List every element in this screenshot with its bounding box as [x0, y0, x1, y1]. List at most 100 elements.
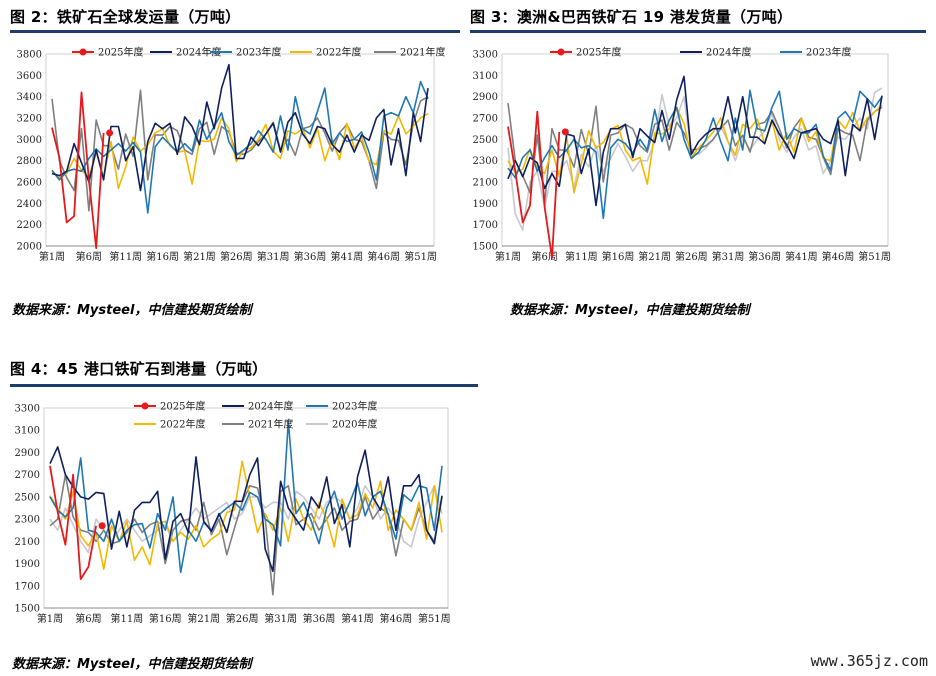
x-tick-label: 第36周: [294, 250, 327, 263]
legend-label: 2020年度: [332, 418, 377, 431]
x-tick-label: 第46周: [822, 250, 855, 263]
figure-4-title-rule: [10, 384, 478, 387]
series-line-2025年度: [507, 110, 561, 259]
legend-label: 2025年度: [576, 46, 621, 59]
legend-label: 2024年度: [248, 400, 293, 413]
y-tick-label: 3600: [17, 71, 42, 82]
x-tick-label: 第6周: [75, 612, 101, 625]
legend-label: 2025年度: [160, 400, 205, 413]
series-line-2024年度: [507, 75, 883, 207]
series-line-2024年度: [49, 446, 443, 573]
figure-4: 图 4：45 港口铁矿石到港量（万吨） 1500 1700 1900 2100 2300…: [10, 358, 480, 676]
series-line-2025年度: [51, 91, 105, 250]
figure-2-title: 图 2：铁矿石全球发运量（万吨）: [10, 8, 241, 26]
x-tick-label: 第6周: [531, 250, 557, 263]
legend-label: 2022年度: [316, 46, 361, 59]
y-tick-label: 2600: [17, 178, 42, 189]
watermark-text: www.365jz.com: [810, 652, 928, 670]
legend-item: 2024年度: [680, 46, 751, 59]
x-tick-label: 第21周: [638, 250, 671, 263]
series-line-2024年度: [51, 63, 429, 192]
y-tick-label: 3400: [17, 92, 42, 103]
x-tick-label: 第11周: [565, 250, 598, 263]
y-tick-label: 1900: [15, 559, 40, 570]
y-tick-label: 2300: [473, 156, 498, 167]
legend-label: 2025年度: [98, 46, 143, 59]
series-line-2021年度: [49, 473, 443, 596]
figure-3-title: 图 3：澳洲&巴西铁矿石 19 港发货量（万吨）: [470, 8, 793, 26]
figure-3-chart: 1500 1700 1900 2100 2300 2500 2700 2900 3100 3300…: [473, 46, 891, 264]
legend-item: 2020年度: [306, 418, 377, 431]
legend-label: 2023年度: [806, 46, 851, 59]
figure-4-title: 图 4：45 港口铁矿石到港量（万吨）: [10, 360, 268, 378]
y-tick-label: 2400: [17, 199, 42, 210]
legend-item: 2022年度: [134, 418, 205, 431]
x-tick-label: 第1周: [495, 250, 521, 263]
legend-item: 2023年度: [210, 46, 281, 59]
y-tick-label: 1700: [15, 581, 40, 592]
x-tick-label: 第21周: [183, 250, 216, 263]
x-tick-label: 第46周: [380, 612, 413, 625]
y-tick-label: 1500: [473, 242, 498, 253]
legend-label: 2021年度: [248, 418, 293, 431]
legend-label: 2024年度: [176, 46, 221, 59]
y-tick-label: 3800: [17, 50, 42, 61]
y-tick-label: 3200: [17, 114, 42, 125]
figure-4-chart: 1500 1700 1900 2100 2300 2500 2700 2900 3100 3300…: [15, 400, 451, 626]
x-tick-label: 第1周: [39, 250, 65, 263]
x-tick-label: 第26周: [675, 250, 708, 263]
y-tick-label: 2900: [473, 92, 498, 103]
x-tick-label: 第26周: [226, 612, 259, 625]
x-tick-label: 第36周: [748, 250, 781, 263]
y-tick-label: 2200: [17, 220, 42, 231]
series-line-2023年度: [507, 89, 883, 220]
legend-item: 2023年度: [306, 400, 377, 413]
x-tick-label: 第51周: [858, 250, 891, 263]
legend-item: 2021年度: [222, 418, 293, 431]
legend-label: 2021年度: [400, 46, 445, 59]
series-last-point-marker: [106, 129, 114, 137]
x-tick-label: 第41周: [331, 250, 364, 263]
x-tick-label: 第1周: [37, 612, 63, 625]
figure-2-source: 数据来源：Mysteel，中信建投期货绘制: [12, 303, 252, 318]
x-tick-label: 第16周: [146, 250, 179, 263]
legend-label: 2023年度: [332, 400, 377, 413]
y-tick-label: 3300: [15, 404, 40, 415]
x-tick-label: 第46周: [367, 250, 400, 263]
x-tick-label: 第41周: [341, 612, 374, 625]
series-line-2023年度: [51, 80, 429, 214]
y-tick-label: 3100: [473, 71, 498, 82]
figure-2: 图 2：铁矿石全球发运量（万吨） 2000 2200 2400 2600 2800 300…: [10, 6, 460, 326]
legend-item: 2024年度: [222, 400, 293, 413]
y-tick-label: 2000: [17, 242, 42, 253]
x-tick-label: 第16周: [602, 250, 635, 263]
y-tick-label: 2900: [15, 448, 40, 459]
series-line-2020年度: [49, 485, 443, 554]
y-tick-label: 3100: [15, 426, 40, 437]
legend-marker: [79, 48, 87, 56]
y-tick-label: 1500: [15, 604, 40, 615]
legend-label: 2023年度: [236, 46, 281, 59]
legend-item: 2024年度: [150, 46, 221, 59]
x-tick-label: 第26周: [220, 250, 253, 263]
figure-2-title-rule: [10, 30, 460, 33]
series-last-point-marker: [98, 522, 106, 530]
y-tick-label: 3300: [473, 50, 498, 61]
x-tick-label: 第31周: [712, 250, 745, 263]
x-tick-label: 第11周: [109, 250, 142, 263]
figure-3: 图 3：澳洲&巴西铁矿石 19 港发货量（万吨） 1500 1700 1900 210…: [470, 6, 926, 326]
x-tick-label: 第31周: [257, 250, 290, 263]
y-tick-label: 3000: [17, 135, 42, 146]
x-tick-label: 第51周: [418, 612, 451, 625]
legend-item: 2025年度: [550, 46, 621, 59]
legend-item: 2023年度: [780, 46, 851, 59]
series-line-2022年度: [51, 113, 429, 190]
y-tick-label: 2100: [15, 537, 40, 548]
figure-3-title-rule: [470, 30, 926, 33]
x-tick-label: 第6周: [76, 250, 102, 263]
legend-marker: [557, 48, 565, 56]
y-tick-label: 2100: [473, 178, 498, 189]
y-tick-label: 2500: [473, 135, 498, 146]
legend-item: 2021年度: [374, 46, 445, 59]
x-tick-label: 第16周: [149, 612, 182, 625]
